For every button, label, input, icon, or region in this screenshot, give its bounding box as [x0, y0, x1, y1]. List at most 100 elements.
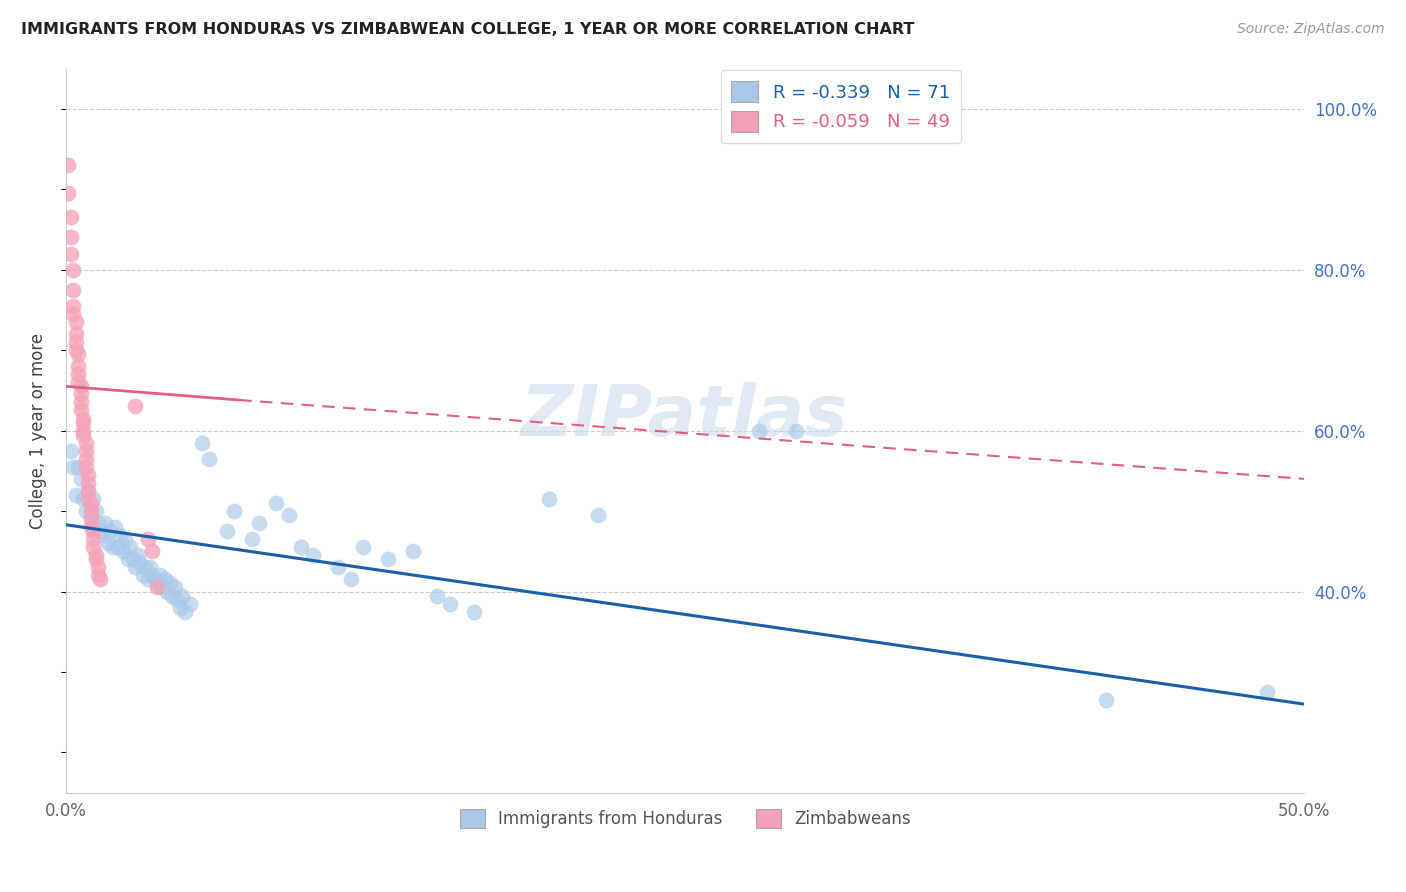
Point — [59, 211, 82, 225]
Point — [67, 347, 90, 361]
Point — [1095, 693, 1118, 707]
Point — [173, 605, 195, 619]
Point — [588, 508, 610, 522]
Legend: Immigrants from Honduras, Zimbabweans: Immigrants from Honduras, Zimbabweans — [453, 803, 917, 835]
Point — [101, 541, 124, 555]
Point — [91, 528, 114, 542]
Point — [72, 491, 94, 506]
Point — [87, 560, 110, 574]
Point — [79, 496, 101, 510]
Point — [785, 424, 807, 438]
Point — [77, 491, 100, 506]
Point — [277, 508, 299, 522]
Point — [134, 560, 156, 574]
Point — [69, 395, 91, 409]
Point — [82, 491, 104, 506]
Point — [62, 299, 84, 313]
Point — [65, 315, 87, 329]
Point — [77, 483, 100, 498]
Point — [120, 541, 142, 555]
Point — [100, 524, 122, 538]
Point — [401, 544, 423, 558]
Point — [266, 496, 288, 510]
Point — [117, 552, 139, 566]
Point — [62, 262, 84, 277]
Point — [69, 472, 91, 486]
Point — [124, 400, 146, 414]
Point — [79, 520, 101, 534]
Point — [62, 459, 84, 474]
Point — [439, 597, 461, 611]
Point — [104, 520, 127, 534]
Point — [143, 573, 166, 587]
Point — [121, 552, 143, 566]
Point — [72, 416, 94, 430]
Text: ZIPatlas: ZIPatlas — [522, 382, 849, 450]
Point — [290, 541, 312, 555]
Point — [169, 600, 191, 615]
Point — [82, 524, 104, 538]
Text: Source: ZipAtlas.com: Source: ZipAtlas.com — [1237, 22, 1385, 37]
Point — [136, 532, 159, 546]
Point — [240, 532, 263, 546]
Point — [75, 504, 97, 518]
Point — [339, 573, 361, 587]
Point — [537, 491, 560, 506]
Point — [69, 379, 91, 393]
Point — [89, 573, 111, 587]
Point — [748, 424, 770, 438]
Point — [84, 504, 107, 518]
Point — [79, 508, 101, 522]
Point — [87, 516, 110, 530]
Point — [152, 581, 174, 595]
Point — [153, 573, 176, 587]
Point — [377, 552, 399, 566]
Point — [75, 443, 97, 458]
Point — [67, 359, 90, 374]
Point — [79, 504, 101, 518]
Point — [77, 475, 100, 490]
Point — [69, 387, 91, 401]
Point — [114, 532, 136, 546]
Point — [247, 516, 270, 530]
Point — [69, 403, 91, 417]
Y-axis label: College, 1 year or more: College, 1 year or more — [30, 333, 46, 529]
Point — [97, 536, 120, 550]
Point — [82, 541, 104, 555]
Point — [59, 246, 82, 260]
Point — [89, 524, 111, 538]
Point — [159, 576, 181, 591]
Point — [82, 532, 104, 546]
Point — [146, 576, 169, 591]
Point — [124, 560, 146, 574]
Point — [127, 549, 149, 563]
Point — [139, 560, 162, 574]
Point — [162, 589, 184, 603]
Point — [163, 581, 186, 595]
Point — [77, 483, 100, 498]
Point — [62, 307, 84, 321]
Point — [65, 343, 87, 358]
Point — [107, 541, 129, 555]
Point — [84, 552, 107, 566]
Point — [328, 560, 350, 574]
Point — [156, 584, 179, 599]
Point — [67, 368, 90, 382]
Point — [224, 504, 246, 518]
Point — [191, 435, 214, 450]
Point — [146, 581, 169, 595]
Point — [65, 334, 87, 349]
Point — [110, 528, 132, 542]
Point — [67, 376, 90, 390]
Point — [129, 557, 152, 571]
Point — [426, 589, 449, 603]
Point — [72, 424, 94, 438]
Point — [198, 451, 221, 466]
Point — [65, 488, 87, 502]
Point — [149, 568, 172, 582]
Point — [59, 230, 82, 244]
Point — [166, 592, 188, 607]
Point — [65, 326, 87, 341]
Point — [62, 283, 84, 297]
Point — [72, 427, 94, 442]
